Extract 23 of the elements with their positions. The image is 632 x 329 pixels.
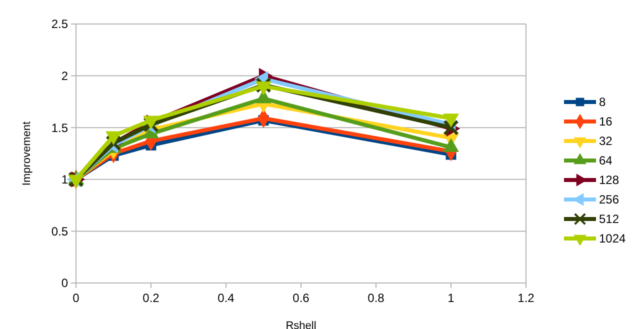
- y-tick-label: 0: [61, 276, 68, 290]
- legend-label: 16: [599, 114, 613, 129]
- y-tick-label: 2.5: [51, 17, 68, 32]
- legend-label: 32: [599, 134, 613, 148]
- x-tick-label: 0.6: [292, 291, 310, 305]
- legend-label: 64: [599, 154, 613, 168]
- x-axis-title: Rshell: [286, 320, 316, 329]
- x-tick-label: 1.2: [518, 291, 535, 305]
- x-tick-label: 0: [72, 291, 80, 305]
- x-tick-label: 0.2: [142, 291, 160, 305]
- y-tick-label: 1.5: [51, 120, 68, 135]
- legend-label: 512: [599, 212, 620, 226]
- legend-label: 1024: [599, 232, 626, 246]
- x-tick-label: 1: [448, 291, 455, 305]
- y-tick-label: 2: [61, 69, 68, 83]
- y-tick-label: 0.5: [51, 224, 68, 238]
- x-tick-label: 0.4: [218, 291, 235, 305]
- x-tick-label: 0.8: [368, 291, 385, 305]
- y-tick-label: 1: [61, 172, 68, 187]
- legend-label: 8: [599, 95, 606, 110]
- y-axis-title: Improvement: [21, 121, 33, 186]
- legend-label: 128: [599, 173, 620, 188]
- legend-label: 256: [599, 192, 620, 207]
